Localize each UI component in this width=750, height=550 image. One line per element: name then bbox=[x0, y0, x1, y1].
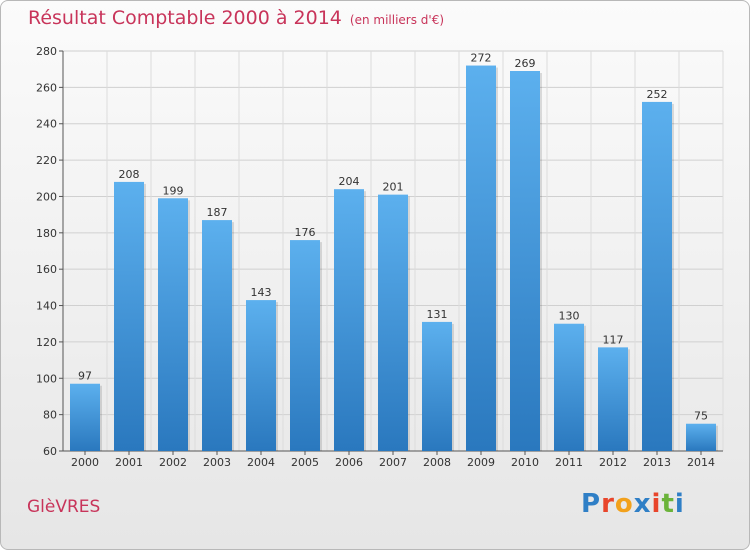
x-tick-label: 2002 bbox=[159, 456, 187, 469]
y-tick-label: 120 bbox=[36, 336, 57, 349]
data-label: 199 bbox=[163, 184, 184, 197]
y-tick-label: 100 bbox=[36, 372, 57, 385]
y-tick-label: 180 bbox=[36, 227, 57, 240]
logo-letter: t bbox=[661, 489, 675, 519]
bar-2010 bbox=[510, 71, 540, 451]
data-label: 97 bbox=[78, 370, 92, 383]
x-tick-label: 2010 bbox=[511, 456, 539, 469]
data-label: 117 bbox=[603, 333, 624, 346]
x-tick-label: 2003 bbox=[203, 456, 231, 469]
data-label: 130 bbox=[559, 310, 580, 323]
logo-letter: o bbox=[614, 489, 634, 519]
x-tick-label: 2000 bbox=[71, 456, 99, 469]
bar-2000 bbox=[70, 383, 100, 451]
data-label: 131 bbox=[427, 308, 448, 321]
data-label: 187 bbox=[207, 206, 228, 219]
x-tick-label: 2008 bbox=[423, 456, 451, 469]
x-tick-label: 2013 bbox=[643, 456, 671, 469]
x-tick-label: 2009 bbox=[467, 456, 495, 469]
chart-subtitle: (en milliers d'€) bbox=[349, 13, 445, 27]
chart-title-text: Résultat Comptable 2000 à 2014 bbox=[28, 7, 342, 29]
x-tick-label: 2014 bbox=[687, 456, 715, 469]
bar-2011 bbox=[554, 323, 584, 451]
logo-letter: i bbox=[651, 489, 662, 519]
bar-2013 bbox=[642, 101, 672, 451]
x-tick-label: 2011 bbox=[555, 456, 583, 469]
logo-letter: i bbox=[674, 489, 685, 519]
logo-letter: P bbox=[581, 489, 602, 519]
y-tick-label: 80 bbox=[43, 409, 57, 422]
bar-2002 bbox=[158, 198, 188, 451]
y-tick-label: 60 bbox=[43, 445, 57, 458]
data-label: 269 bbox=[515, 57, 536, 70]
bar-2003 bbox=[202, 220, 232, 451]
y-tick-label: 140 bbox=[36, 300, 57, 313]
data-label: 252 bbox=[647, 88, 668, 101]
data-label: 176 bbox=[295, 226, 316, 239]
town-name: GlèVRES bbox=[27, 497, 101, 517]
y-tick-label: 220 bbox=[36, 154, 57, 167]
data-label: 143 bbox=[251, 286, 272, 299]
x-tick-label: 2006 bbox=[335, 456, 363, 469]
proxiti-logo: Proxiti bbox=[581, 489, 685, 519]
x-tick-label: 2007 bbox=[379, 456, 407, 469]
bar-2007 bbox=[378, 194, 408, 452]
logo-letter: r bbox=[601, 489, 615, 519]
labels: 60 80 100 120 140 160 180 200 220 240 260 280 2000 97… bbox=[36, 45, 715, 469]
x-tick-label: 2005 bbox=[291, 456, 319, 469]
data-label: 201 bbox=[383, 181, 404, 194]
x-tick-label: 2004 bbox=[247, 456, 275, 469]
bar-2006 bbox=[334, 189, 364, 451]
data-label: 208 bbox=[119, 168, 140, 181]
y-tick-label: 280 bbox=[36, 45, 57, 58]
logo-letter: x bbox=[633, 489, 652, 519]
data-label: 204 bbox=[339, 175, 360, 188]
bar-2001 bbox=[114, 181, 144, 451]
y-tick-label: 160 bbox=[36, 263, 57, 276]
bar-2004 bbox=[246, 300, 276, 451]
x-tick-label: 2012 bbox=[599, 456, 627, 469]
x-tick-label: 2001 bbox=[115, 456, 143, 469]
data-label: 75 bbox=[694, 410, 708, 423]
data-label: 272 bbox=[471, 52, 492, 65]
y-tick-label: 200 bbox=[36, 190, 57, 203]
bar-2008 bbox=[422, 321, 452, 451]
bar-2009 bbox=[466, 65, 496, 451]
bars bbox=[70, 65, 718, 452]
bar-2014 bbox=[686, 423, 716, 451]
chart-title: Résultat Comptable 2000 à 2014 (en millie… bbox=[28, 7, 444, 29]
y-tick-label: 240 bbox=[36, 118, 57, 131]
bar-2012 bbox=[598, 347, 628, 451]
bar-2005 bbox=[290, 240, 320, 451]
y-tick-label: 260 bbox=[36, 81, 57, 94]
